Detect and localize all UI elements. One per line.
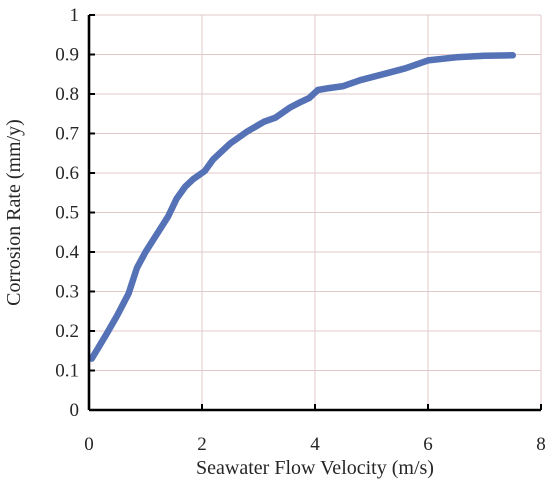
y-tick-label: 0 bbox=[70, 400, 80, 421]
y-tick-label: 0.5 bbox=[55, 203, 79, 224]
y-tick-label: 0.6 bbox=[55, 163, 79, 184]
y-tick-label: 0.8 bbox=[55, 84, 79, 105]
x-tick-label: 8 bbox=[536, 434, 546, 455]
x-tick-label: 0 bbox=[84, 434, 94, 455]
x-axis-title: Seawater Flow Velocity (m/s) bbox=[196, 457, 434, 479]
y-tick-label: 1 bbox=[70, 5, 80, 26]
y-tick-label: 0.2 bbox=[55, 321, 79, 342]
series-line bbox=[88, 52, 517, 362]
y-tick-label: 0.1 bbox=[55, 361, 79, 382]
tick-labels: 0 0.1 0.2 0.3 0.4 0.5 0.6 0.7 0.8 0.9 1 0 2 4 6 8 bbox=[55, 5, 546, 455]
y-tick-label: 0.9 bbox=[55, 45, 79, 66]
y-tick-label: 0.4 bbox=[55, 242, 79, 263]
x-tick-label: 2 bbox=[197, 434, 207, 455]
y-tick-label: 0.3 bbox=[55, 282, 79, 303]
y-tick-label: 0.7 bbox=[55, 124, 79, 145]
grid-lines bbox=[89, 14, 542, 410]
x-tick-label: 6 bbox=[423, 434, 433, 455]
series-layer bbox=[88, 52, 517, 362]
x-tick-label: 4 bbox=[310, 434, 320, 455]
y-axis-title: Corrosion Rate (mm/y) bbox=[3, 119, 25, 306]
axes bbox=[87, 14, 542, 412]
